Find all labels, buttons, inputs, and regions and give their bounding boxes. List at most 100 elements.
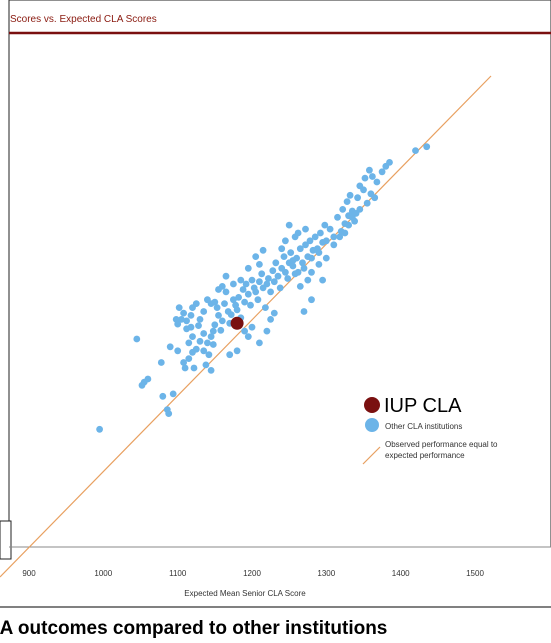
data-point bbox=[287, 249, 295, 256]
data-point bbox=[339, 206, 347, 213]
data-point bbox=[211, 321, 219, 329]
data-point bbox=[334, 213, 341, 221]
data-point bbox=[311, 233, 319, 241]
data-point bbox=[423, 143, 431, 151]
data-point bbox=[352, 210, 360, 217]
data-point bbox=[302, 225, 309, 233]
data-points bbox=[96, 143, 431, 433]
data-point bbox=[278, 245, 286, 253]
data-point bbox=[330, 233, 338, 241]
data-point bbox=[280, 253, 288, 260]
data-point bbox=[226, 351, 234, 359]
data-point bbox=[235, 294, 243, 301]
data-point bbox=[248, 323, 256, 331]
data-point bbox=[366, 166, 373, 174]
data-point bbox=[183, 317, 191, 325]
data-point bbox=[369, 173, 376, 180]
data-point bbox=[267, 316, 274, 323]
data-point bbox=[289, 262, 297, 270]
data-point bbox=[336, 233, 344, 241]
data-point bbox=[233, 306, 241, 314]
data-point bbox=[256, 261, 263, 268]
data-point bbox=[205, 351, 213, 359]
legend-line-label-2: expected performance bbox=[385, 451, 465, 460]
chart-title: Scores vs. Expected CLA Scores bbox=[10, 14, 157, 25]
legend-highlight-label: IUP CLA bbox=[384, 395, 462, 417]
data-point bbox=[221, 300, 228, 307]
data-point bbox=[239, 286, 247, 293]
data-point bbox=[258, 270, 266, 278]
x-axis-label: Expected Mean Senior CLA Score bbox=[184, 589, 306, 598]
data-point bbox=[299, 259, 306, 267]
data-point bbox=[175, 304, 183, 311]
data-point bbox=[233, 347, 241, 355]
data-point bbox=[241, 298, 249, 306]
data-point bbox=[140, 378, 148, 386]
data-point bbox=[322, 254, 330, 262]
data-point bbox=[262, 304, 269, 311]
data-point bbox=[326, 225, 334, 233]
data-point bbox=[222, 272, 230, 280]
data-point bbox=[300, 264, 308, 272]
data-point bbox=[294, 229, 302, 237]
data-point bbox=[371, 194, 379, 202]
data-point bbox=[227, 311, 235, 318]
data-point bbox=[215, 286, 222, 293]
data-point bbox=[244, 333, 252, 340]
x-tick-label: 1300 bbox=[317, 569, 335, 578]
data-point bbox=[361, 174, 369, 182]
data-point bbox=[302, 241, 309, 249]
data-point bbox=[200, 308, 208, 315]
data-point bbox=[276, 284, 284, 292]
data-point bbox=[230, 296, 237, 304]
data-point bbox=[178, 316, 185, 323]
data-point bbox=[252, 288, 260, 296]
data-point bbox=[354, 194, 361, 202]
data-point bbox=[322, 237, 330, 245]
legend-others-label: Other CLA institutions bbox=[385, 422, 462, 431]
data-point bbox=[180, 309, 188, 317]
data-point bbox=[308, 254, 315, 262]
data-point bbox=[319, 276, 326, 284]
data-point bbox=[189, 304, 196, 311]
data-point bbox=[247, 301, 254, 309]
x-tick-labels: 900 1000 1100 1200 1300 1400 1500 bbox=[22, 569, 484, 578]
data-point bbox=[222, 288, 230, 296]
data-point bbox=[308, 268, 315, 276]
data-point bbox=[315, 249, 323, 256]
data-point bbox=[207, 333, 215, 340]
data-point bbox=[204, 296, 211, 304]
data-point bbox=[321, 221, 329, 229]
data-point bbox=[133, 335, 141, 343]
data-point bbox=[296, 245, 304, 253]
data-point bbox=[263, 280, 271, 288]
data-point bbox=[386, 159, 393, 166]
x-tick-label: 1100 bbox=[169, 569, 187, 578]
data-point bbox=[265, 275, 272, 282]
data-point bbox=[300, 308, 308, 315]
data-point bbox=[157, 359, 165, 366]
data-point bbox=[254, 296, 262, 304]
data-point bbox=[217, 326, 225, 334]
data-point bbox=[207, 367, 215, 374]
data-point bbox=[284, 275, 292, 282]
data-point bbox=[189, 333, 196, 340]
data-point bbox=[270, 278, 278, 286]
data-point bbox=[263, 327, 271, 335]
data-point bbox=[341, 229, 349, 237]
data-point bbox=[241, 327, 249, 335]
data-point bbox=[196, 316, 204, 323]
data-point bbox=[282, 237, 289, 245]
x-tick-label: 900 bbox=[22, 569, 36, 578]
data-point bbox=[169, 390, 177, 398]
data-point bbox=[242, 280, 250, 288]
x-tick-label: 1400 bbox=[392, 569, 410, 578]
data-point bbox=[248, 276, 256, 284]
data-point bbox=[412, 147, 419, 155]
data-point bbox=[306, 237, 314, 245]
data-point bbox=[163, 406, 171, 413]
data-point bbox=[215, 312, 222, 319]
expected-performance-line bbox=[0, 75, 492, 578]
data-point bbox=[192, 345, 200, 353]
